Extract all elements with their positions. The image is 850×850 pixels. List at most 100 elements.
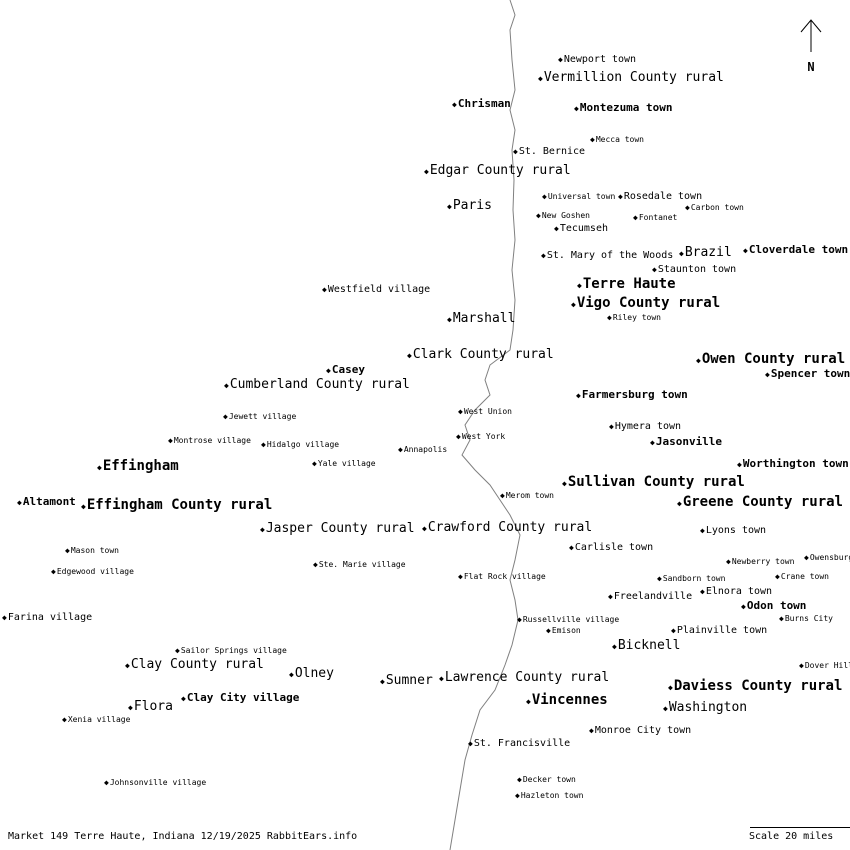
place-marker-icon: ◆ — [125, 661, 130, 670]
place-label: ◆Clark County rural — [407, 348, 554, 361]
place-name: Farmersburg town — [581, 388, 688, 401]
place-name: Staunton town — [657, 264, 737, 275]
place-name: Flora — [133, 699, 173, 714]
place-name: St. Mary of the Woods — [546, 250, 674, 261]
place-label: ◆Crane town — [775, 573, 829, 581]
place-marker-icon: ◆ — [289, 670, 294, 679]
place-label: ◆Staunton town — [652, 265, 736, 275]
place-marker-icon: ◆ — [743, 246, 748, 255]
place-name: Dover Hill — [804, 661, 850, 670]
place-label: ◆Montrose village — [168, 437, 251, 445]
place-name: Sandborn town — [662, 574, 726, 583]
place-marker-icon: ◆ — [313, 560, 318, 569]
place-name: Fontanet — [638, 213, 678, 222]
place-label: ◆Cloverdale town — [743, 244, 848, 255]
place-marker-icon: ◆ — [2, 613, 7, 622]
place-name: Cloverdale town — [748, 243, 849, 256]
place-name: Montrose village — [173, 436, 251, 445]
place-label: ◆Elnora town — [700, 587, 772, 597]
place-label: ◆Farmersburg town — [576, 389, 688, 400]
place-name: Yale village — [317, 459, 376, 468]
place-marker-icon: ◆ — [765, 370, 770, 379]
place-label: ◆Fontanet — [633, 214, 677, 222]
place-marker-icon: ◆ — [456, 432, 461, 441]
place-label: ◆Sandborn town — [657, 575, 725, 583]
place-marker-icon: ◆ — [741, 602, 746, 611]
place-name: Altamont — [22, 495, 76, 508]
place-name: Vincennes — [531, 692, 608, 708]
place-label: ◆Riley town — [607, 314, 661, 322]
place-label: ◆Edgar County rural — [424, 164, 571, 177]
place-label: ◆St. Bernice — [513, 147, 585, 157]
place-marker-icon: ◆ — [51, 567, 56, 576]
place-name: Montezuma town — [579, 101, 673, 114]
place-label: ◆Ste. Marie village — [313, 561, 406, 569]
place-marker-icon: ◆ — [424, 167, 429, 176]
place-name: Daviess County rural — [673, 678, 843, 694]
place-marker-icon: ◆ — [181, 694, 186, 703]
place-marker-icon: ◆ — [589, 726, 594, 735]
place-marker-icon: ◆ — [380, 677, 385, 686]
place-marker-icon: ◆ — [799, 661, 804, 670]
place-label: ◆Burns City — [779, 615, 833, 623]
place-label: ◆West York — [456, 433, 505, 441]
place-marker-icon: ◆ — [97, 463, 102, 472]
north-arrow: N — [800, 18, 822, 74]
place-label: ◆Daviess County rural — [668, 679, 842, 693]
place-name: Olney — [294, 666, 334, 681]
place-label: ◆Newberry town — [726, 558, 794, 566]
place-marker-icon: ◆ — [65, 546, 70, 555]
place-name: Universal town — [547, 192, 616, 201]
place-marker-icon: ◆ — [458, 407, 463, 416]
place-label: ◆Casey — [326, 364, 365, 375]
place-name: Plainville town — [676, 625, 768, 636]
place-name: Lyons town — [705, 525, 767, 536]
place-name: Newberry town — [731, 557, 795, 566]
place-label: ◆Jewett village — [223, 413, 296, 421]
place-marker-icon: ◆ — [650, 438, 655, 447]
place-marker-icon: ◆ — [168, 436, 173, 445]
place-label: ◆Farina village — [2, 613, 92, 623]
place-name: Edgar County rural — [429, 163, 571, 178]
place-name: Marshall — [452, 311, 516, 326]
place-name: Annapolis — [403, 445, 448, 454]
place-label: ◆Sumner — [380, 674, 433, 687]
place-marker-icon: ◆ — [312, 459, 317, 468]
place-name: Owensburg — [809, 553, 850, 562]
place-name: Xenia village — [67, 715, 131, 724]
place-marker-icon: ◆ — [175, 646, 180, 655]
place-label: ◆Crawford County rural — [422, 521, 592, 534]
place-marker-icon: ◆ — [571, 300, 576, 309]
place-name: Clay City village — [186, 691, 300, 704]
place-marker-icon: ◆ — [398, 445, 403, 454]
place-marker-icon: ◆ — [538, 74, 543, 83]
place-marker-icon: ◆ — [590, 135, 595, 144]
place-marker-icon: ◆ — [17, 498, 22, 507]
place-label: ◆Dover Hill — [799, 662, 850, 670]
place-marker-icon: ◆ — [671, 626, 676, 635]
place-label: ◆Worthington town — [737, 458, 849, 469]
place-marker-icon: ◆ — [737, 460, 742, 469]
place-marker-icon: ◆ — [517, 775, 522, 784]
place-marker-icon: ◆ — [577, 281, 582, 290]
place-label: ◆Mecca town — [590, 136, 644, 144]
wabash-river-line — [449, 0, 521, 850]
place-marker-icon: ◆ — [775, 572, 780, 581]
place-label: ◆Emison — [546, 627, 581, 635]
place-name: Elnora town — [705, 586, 773, 597]
place-label: ◆Marshall — [447, 312, 515, 325]
place-marker-icon: ◆ — [517, 615, 522, 624]
place-label: ◆Flora — [128, 700, 173, 713]
place-marker-icon: ◆ — [677, 499, 682, 508]
place-name: Vigo County rural — [576, 295, 721, 311]
place-label: ◆Bicknell — [612, 639, 680, 652]
place-name: Clark County rural — [412, 347, 554, 362]
place-name: Johnsonville village — [109, 778, 207, 787]
place-name: Carlisle town — [574, 542, 654, 553]
place-label: ◆Russellville village — [517, 616, 619, 624]
place-marker-icon: ◆ — [657, 574, 662, 583]
place-marker-icon: ◆ — [223, 412, 228, 421]
place-label: ◆Jasonville — [650, 436, 722, 447]
place-name: Jasonville — [655, 435, 723, 448]
place-marker-icon: ◆ — [500, 491, 505, 500]
